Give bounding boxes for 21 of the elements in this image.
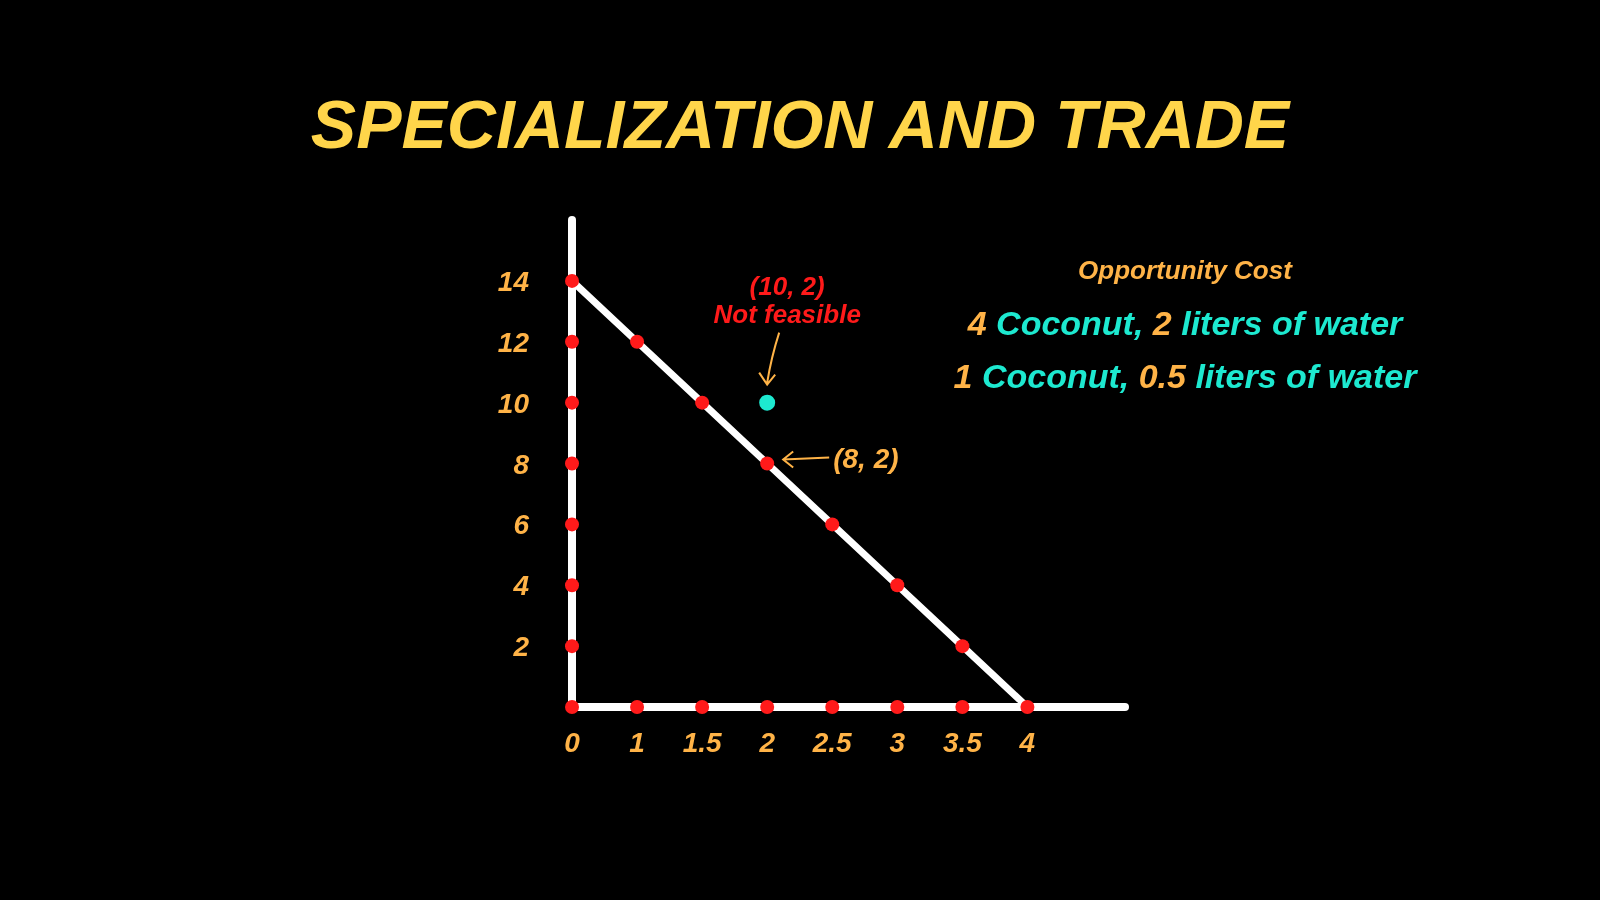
x-tick-label: 1 xyxy=(629,727,645,758)
annotation: (8, 2) xyxy=(833,442,899,474)
x-tick-label: 4 xyxy=(1018,727,1036,758)
x-tick-label: 2 xyxy=(758,727,776,758)
annotation: 1 Coconut, 0.5 liters of water xyxy=(953,357,1417,395)
chart-title: SPECIALIZATION AND TRADE xyxy=(309,85,1292,163)
y-tick-label: 6 xyxy=(513,509,530,541)
y-tick-label: 10 xyxy=(497,387,530,419)
x-tick-label: 0 xyxy=(564,727,581,758)
y-tick-label: 12 xyxy=(497,326,530,358)
x-tick-label: 3.5 xyxy=(942,727,983,758)
annotation: (10, 2) Not feasible xyxy=(713,270,861,329)
y-tick-label: 8 xyxy=(513,448,530,480)
y-tick-label: 4 xyxy=(512,570,530,602)
y-tick-label: 2 xyxy=(512,631,530,663)
annotation: 4 Coconut, 2 liters of water xyxy=(967,304,1403,342)
x-tick-label: 2.5 xyxy=(811,727,853,758)
y-tick-label: 14 xyxy=(497,265,530,297)
x-tick-label: 1.5 xyxy=(682,727,722,758)
x-tick-label: 3 xyxy=(889,727,906,758)
text: Opportunity Cost xyxy=(1077,255,1294,286)
